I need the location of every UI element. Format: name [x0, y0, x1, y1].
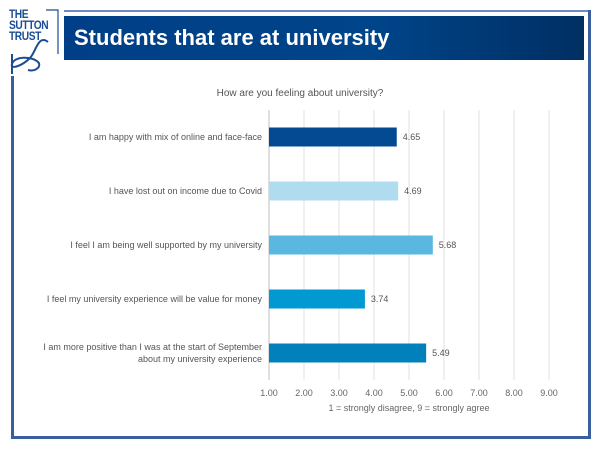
x-tick-label: 1.00 [260, 388, 278, 398]
x-tick-label: 9.00 [540, 388, 558, 398]
category-label: I have lost out on income due to Covid [109, 186, 262, 196]
frame-top-line [64, 10, 591, 12]
bar [269, 235, 433, 255]
bar [269, 343, 427, 363]
x-tick-label: 6.00 [435, 388, 453, 398]
x-tick-label: 5.00 [400, 388, 418, 398]
data-label: 4.65 [403, 132, 421, 142]
category-label: I feel my university experience will be … [47, 294, 263, 304]
data-label: 3.74 [371, 294, 389, 304]
data-label: 5.49 [432, 348, 450, 358]
category-label: I am happy with mix of online and face-f… [89, 132, 262, 142]
x-tick-label: 8.00 [505, 388, 523, 398]
category-label: I am more positive than I was at the sta… [43, 342, 262, 352]
logo-text-line: SUTTON [9, 18, 49, 32]
sutton-trust-logo: THE SUTTON TRUST [8, 8, 62, 76]
x-axis-label: 1 = strongly disagree, 9 = strongly agre… [328, 403, 489, 413]
logo-text-line: TRUST [9, 29, 41, 43]
x-tick-label: 4.00 [365, 388, 383, 398]
bar [269, 289, 365, 309]
x-tick-label: 2.00 [295, 388, 313, 398]
data-label: 4.69 [404, 186, 422, 196]
category-label: about my university experience [138, 354, 262, 364]
bar [269, 127, 397, 147]
page-title: Students that are at university [64, 16, 584, 60]
logo-text-line: THE [9, 7, 29, 21]
data-label: 5.68 [439, 240, 457, 250]
category-label: I feel I am being well supported by my u… [70, 240, 262, 250]
x-tick-label: 3.00 [330, 388, 348, 398]
frame-left-line [11, 76, 14, 439]
frame-bottom-line [11, 436, 591, 439]
frame-right-line [588, 10, 591, 439]
chart-title: How are you feeling about university? [217, 88, 384, 99]
x-tick-label: 7.00 [470, 388, 488, 398]
bar [269, 181, 399, 201]
